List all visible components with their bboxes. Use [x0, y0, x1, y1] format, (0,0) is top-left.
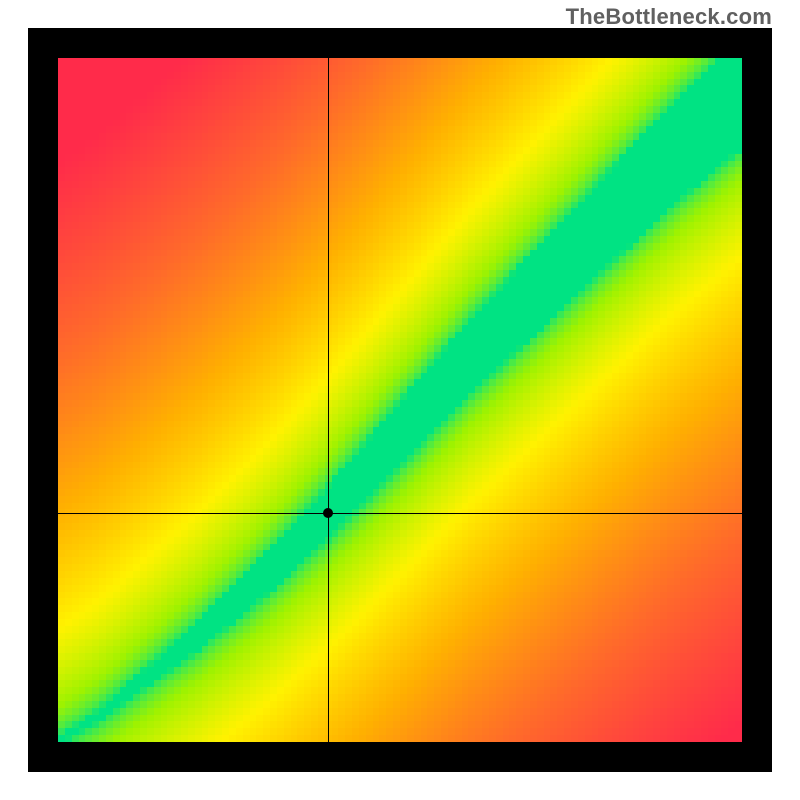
- heatmap-canvas: [58, 58, 742, 742]
- plot-area: [58, 58, 742, 742]
- watermark-text: TheBottleneck.com: [566, 4, 772, 30]
- crosshair-horizontal: [58, 513, 742, 514]
- chart-container: TheBottleneck.com: [0, 0, 800, 800]
- marker-dot: [323, 508, 333, 518]
- chart-frame: [28, 28, 772, 772]
- crosshair-vertical: [328, 58, 329, 742]
